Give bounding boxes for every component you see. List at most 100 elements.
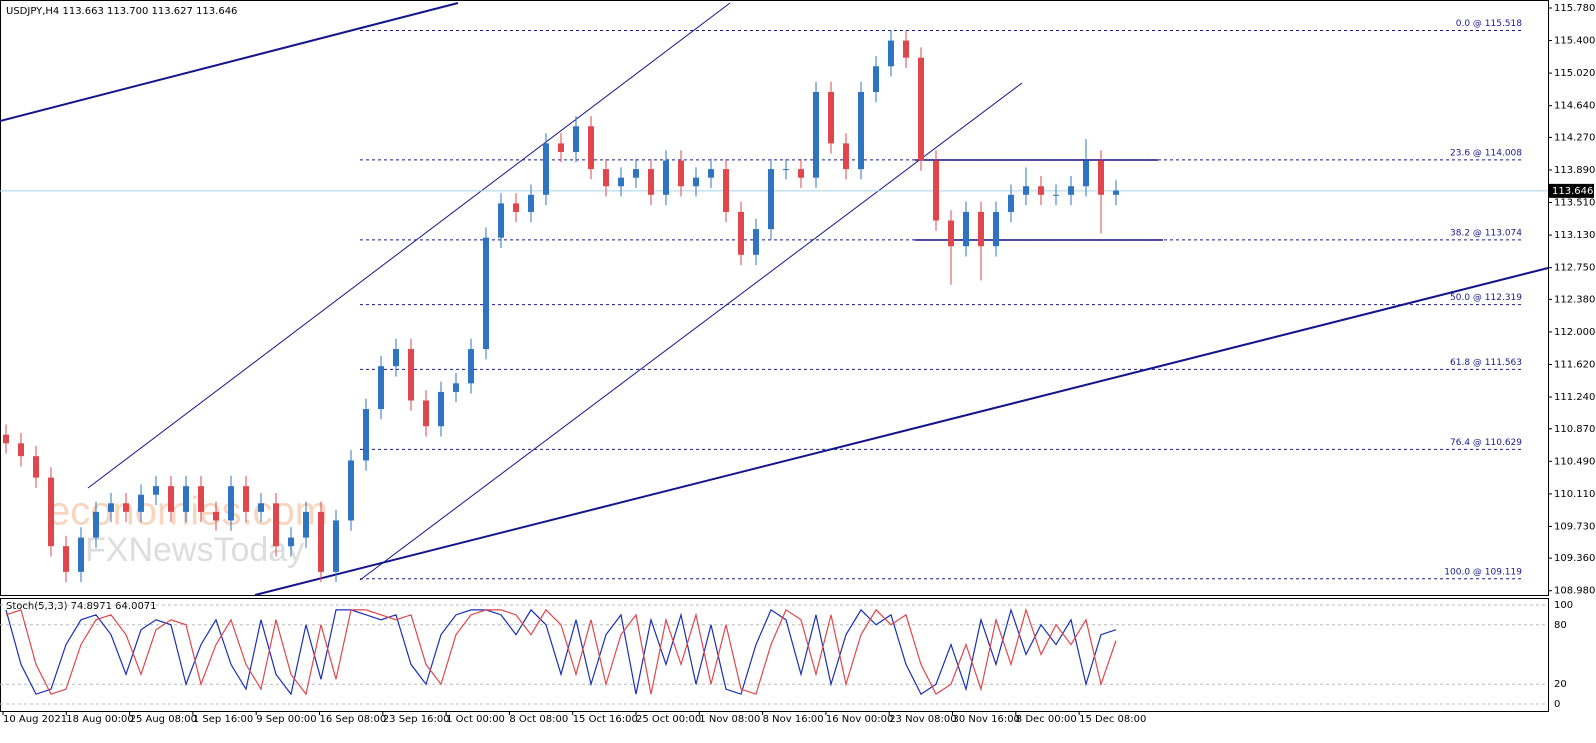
trend-line <box>0 2 459 122</box>
y-tick-label: 112.000 <box>1554 327 1595 338</box>
candle-body <box>843 143 849 170</box>
candle-body <box>558 143 564 152</box>
watermark: FXNewsToday <box>85 531 304 569</box>
fib-label: 50.0 @ 112.319 <box>1450 293 1522 303</box>
indicator-tick-label: 0 <box>1554 699 1560 710</box>
candle-body <box>573 126 579 152</box>
x-tick-label: 8 Oct 08:00 <box>509 714 568 725</box>
candle-body <box>243 486 249 512</box>
y-tick-label: 112.380 <box>1554 294 1595 305</box>
candle-body <box>183 486 189 512</box>
x-tick-label: 8 Dec 00:00 <box>1016 714 1077 725</box>
x-tick-label: 30 Nov 16:00 <box>953 714 1020 725</box>
y-tick-label: 110.110 <box>1554 489 1595 500</box>
x-tick-label: 10 Aug 2021 <box>3 714 67 725</box>
candle-body <box>768 169 774 230</box>
indicator-line <box>5 607 1117 696</box>
candle-body <box>378 366 384 410</box>
candle-body <box>873 66 879 92</box>
candle-body <box>153 486 159 495</box>
candle-body <box>543 143 549 195</box>
candle-body <box>813 91 819 178</box>
channel-line <box>87 2 731 489</box>
candle-body <box>978 211 984 247</box>
candle-body <box>828 91 834 144</box>
candle-body <box>783 169 789 171</box>
y-tick-label: 109.730 <box>1554 521 1595 532</box>
candle-body <box>1023 186 1029 195</box>
candle-body <box>483 237 489 350</box>
candle-body <box>888 40 894 67</box>
candle-body <box>678 160 684 187</box>
x-tick-label: 1 Oct 00:00 <box>446 714 505 725</box>
candle-body <box>258 503 264 512</box>
candle-body <box>228 486 234 521</box>
candle-body <box>423 400 429 427</box>
y-tick-label: 108.980 <box>1554 586 1595 597</box>
candle-body <box>618 177 624 187</box>
fib-label: 76.4 @ 110.629 <box>1450 438 1522 448</box>
candle-body <box>708 169 714 178</box>
fib-label: 23.6 @ 114.008 <box>1450 148 1522 158</box>
candle-body <box>1068 186 1074 195</box>
y-tick-label: 113.130 <box>1554 230 1595 241</box>
candle-body <box>438 391 444 427</box>
x-tick-label: 9 Sep 00:00 <box>256 714 316 725</box>
candle-body <box>138 494 144 512</box>
candle-body <box>993 211 999 247</box>
candle-body <box>1053 194 1059 196</box>
candle-body <box>918 57 924 161</box>
bid-box <box>1548 183 1594 198</box>
symbol-header: USDJPY,H4 113.663 113.700 113.627 113.64… <box>6 6 237 17</box>
candle-body <box>3 434 9 444</box>
fib-label: 0.0 @ 115.518 <box>1456 19 1523 29</box>
candle-body <box>1098 160 1104 195</box>
candle-body <box>963 211 969 247</box>
candle-body <box>753 229 759 255</box>
y-tick-label: 111.240 <box>1554 392 1595 403</box>
x-tick-label: 15 Dec 08:00 <box>1079 714 1146 725</box>
candle-body <box>363 409 369 461</box>
candle-body <box>663 160 669 195</box>
x-tick-label: 1 Sep 16:00 <box>193 714 253 725</box>
y-tick-label: 109.360 <box>1554 553 1595 564</box>
candle-body <box>63 546 69 572</box>
trend-line <box>254 267 1549 596</box>
y-tick-label: 111.620 <box>1554 359 1595 370</box>
indicator-tick-label: 100 <box>1554 600 1573 611</box>
candle-body <box>738 211 744 255</box>
candle-body <box>648 169 654 195</box>
main-panel <box>0 0 1549 596</box>
x-tick-label: 1 Nov 08:00 <box>699 714 760 725</box>
candle-body <box>303 511 309 538</box>
y-tick-label: 115.020 <box>1554 68 1595 79</box>
y-tick-label: 115.400 <box>1554 36 1595 47</box>
candle-body <box>93 511 99 538</box>
fib-label: 38.2 @ 113.074 <box>1450 228 1522 238</box>
candle-body <box>168 486 174 512</box>
channel-line <box>359 82 1023 581</box>
candle-body <box>933 160 939 221</box>
candle-body <box>453 383 459 392</box>
candle-body <box>108 503 114 512</box>
candle-body <box>33 456 39 478</box>
candle-body <box>123 503 129 512</box>
candle-body <box>858 91 864 170</box>
candle-body <box>498 203 504 238</box>
bid-label: 113.646 <box>1552 186 1593 197</box>
candle-body <box>288 537 294 547</box>
candle-body <box>348 460 354 521</box>
candle-body <box>513 203 519 212</box>
fib-label: 100.0 @ 109.119 <box>1444 567 1522 577</box>
y-tick-label: 114.640 <box>1554 101 1595 112</box>
candle-body <box>333 520 339 572</box>
candle-body <box>48 477 54 547</box>
x-tick-label: 25 Aug 08:00 <box>130 714 197 725</box>
candle-body <box>1008 194 1014 212</box>
x-tick-label: 18 Aug 00:00 <box>66 714 133 725</box>
candle-body <box>393 349 399 367</box>
candle-body <box>1113 190 1119 195</box>
x-tick-label: 8 Nov 16:00 <box>763 714 824 725</box>
indicator-tick-label: 20 <box>1554 679 1567 690</box>
